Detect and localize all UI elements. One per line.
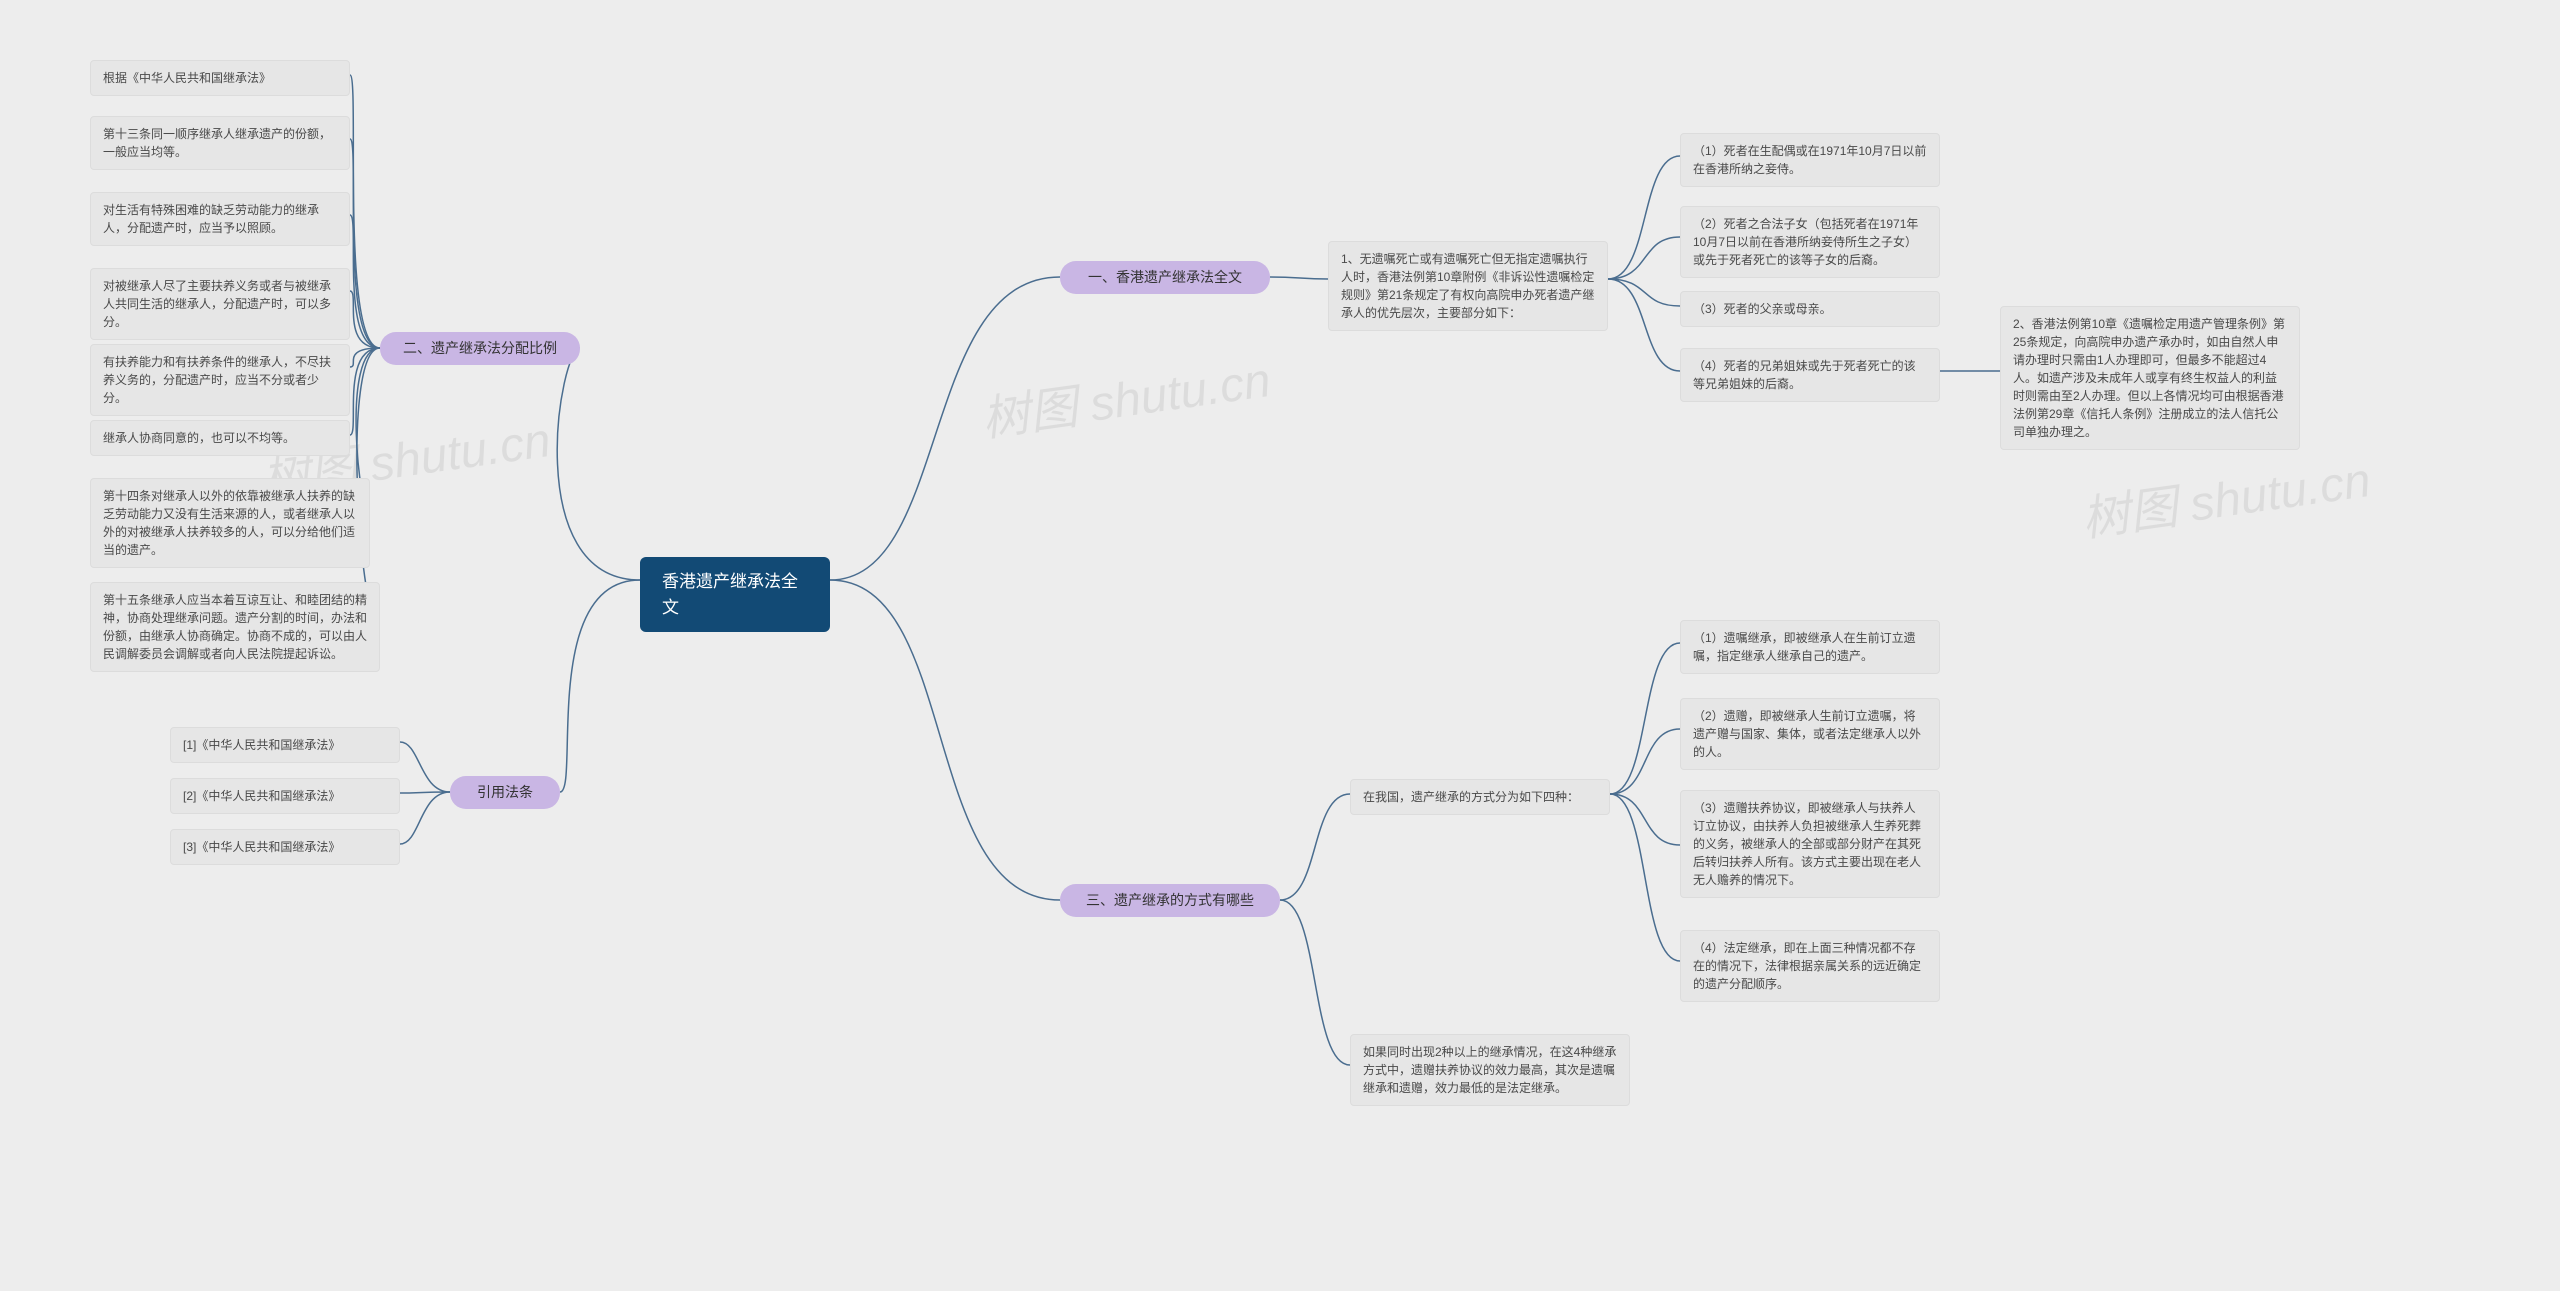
b3-child-3[interactable]: （3）遗赠扶养协议，即被继承人与扶养人订立协议，由扶养人负担被继承人生养死葬的义…: [1680, 790, 1940, 898]
watermark-3: 树图 shutu.cn: [2077, 440, 2375, 550]
b1-child-4-ext[interactable]: 2、香港法例第10章《遗嘱检定用遗产管理条例》第25条规定，向高院申办遗产承办时…: [2000, 306, 2300, 450]
edge-layer: [0, 0, 2560, 1291]
b1-child-4[interactable]: （4）死者的兄弟姐妹或先于死者死亡的该等兄弟姐妹的后裔。: [1680, 348, 1940, 402]
b3-child-2[interactable]: （2）遗赠，即被继承人生前订立遗嘱，将遗产赠与国家、集体，或者法定继承人以外的人…: [1680, 698, 1940, 770]
b2-child-4[interactable]: 对被继承人尽了主要扶养义务或者与被继承人共同生活的继承人，分配遗产时，可以多分。: [90, 268, 350, 340]
branch-1[interactable]: 一、香港遗产继承法全文: [1060, 261, 1270, 294]
b2-child-3[interactable]: 对生活有特殊困难的缺乏劳动能力的继承人，分配遗产时，应当予以照顾。: [90, 192, 350, 246]
b3-tail[interactable]: 如果同时出现2种以上的继承情况，在这4种继承方式中，遗赠扶养协议的效力最高，其次…: [1350, 1034, 1630, 1106]
b2-child-1[interactable]: 根据《中华人民共和国继承法》: [90, 60, 350, 96]
ref-child-2[interactable]: [2]《中华人民共和国继承法》: [170, 778, 400, 814]
b2-child-5[interactable]: 有扶养能力和有扶养条件的继承人，不尽扶养义务的，分配遗产时，应当不分或者少分。: [90, 344, 350, 416]
branch-2[interactable]: 二、遗产继承法分配比例: [380, 332, 580, 365]
b2-child-2[interactable]: 第十三条同一顺序继承人继承遗产的份额，一般应当均等。: [90, 116, 350, 170]
b2-child-7[interactable]: 第十四条对继承人以外的依靠被继承人扶养的缺乏劳动能力又没有生活来源的人，或者继承…: [90, 478, 370, 568]
root-node[interactable]: 香港遗产继承法全文: [640, 557, 830, 632]
ref-child-1[interactable]: [1]《中华人民共和国继承法》: [170, 727, 400, 763]
branch-ref[interactable]: 引用法条: [450, 776, 560, 809]
b1-child-1[interactable]: （1）死者在生配偶或在1971年10月7日以前在香港所纳之妾侍。: [1680, 133, 1940, 187]
b2-child-8[interactable]: 第十五条继承人应当本着互谅互让、和睦团结的精神，协商处理继承问题。遗产分割的时间…: [90, 582, 380, 672]
b3-sub[interactable]: 在我国，遗产继承的方式分为如下四种：: [1350, 779, 1610, 815]
b1-child-3[interactable]: （3）死者的父亲或母亲。: [1680, 291, 1940, 327]
watermark-2: 树图 shutu.cn: [977, 340, 1275, 450]
b1-child-2[interactable]: （2）死者之合法子女（包括死者在1971年10月7日以前在香港所纳妾侍所生之子女…: [1680, 206, 1940, 278]
branch-3[interactable]: 三、遗产继承的方式有哪些: [1060, 884, 1280, 917]
b3-child-4[interactable]: （4）法定继承，即在上面三种情况都不存在的情况下，法律根据亲属关系的远近确定的遗…: [1680, 930, 1940, 1002]
b2-child-6[interactable]: 继承人协商同意的，也可以不均等。: [90, 420, 350, 456]
ref-child-3[interactable]: [3]《中华人民共和国继承法》: [170, 829, 400, 865]
b3-child-1[interactable]: （1）遗嘱继承，即被继承人在生前订立遗嘱，指定继承人继承自己的遗产。: [1680, 620, 1940, 674]
mindmap-canvas: 树图 shutu.cn 树图 shutu.cn 树图 shutu.cn: [0, 0, 2560, 1291]
b1-sub[interactable]: 1、无遗嘱死亡或有遗嘱死亡但无指定遗嘱执行人时，香港法例第10章附例《非诉讼性遗…: [1328, 241, 1608, 331]
